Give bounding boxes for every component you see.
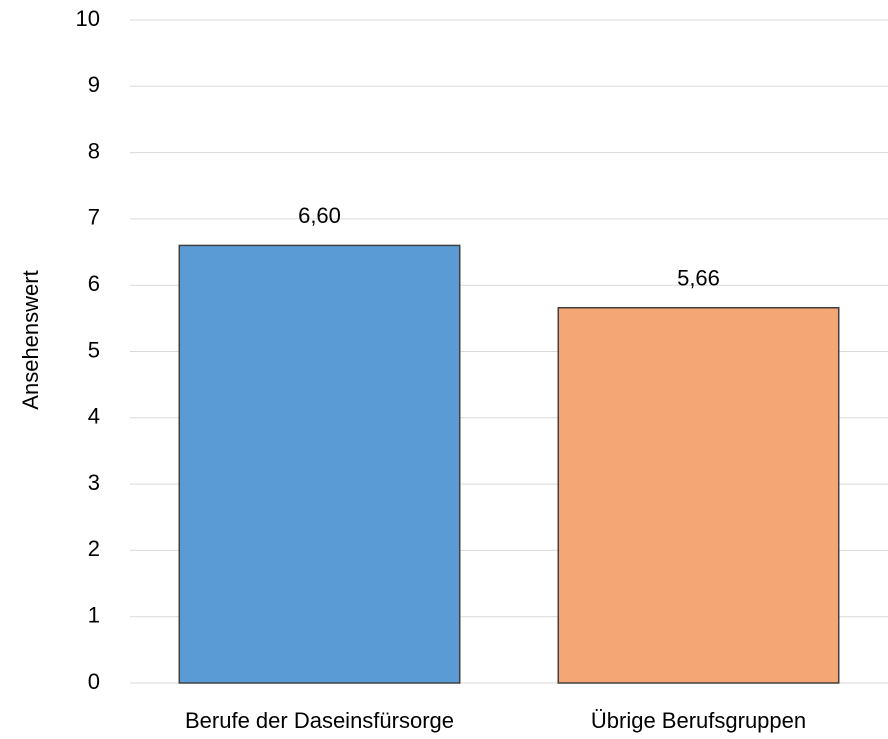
y-tick-label: 4 [88,404,100,429]
y-tick-label: 2 [88,536,100,561]
y-tick-label: 5 [88,337,100,362]
y-tick-label: 0 [88,669,100,694]
value-label: 5,66 [677,266,720,291]
y-tick-label: 3 [88,470,100,495]
y-tick-label: 9 [88,72,100,97]
y-axis-label: Ansehenswert [18,270,43,409]
y-tick-label: 10 [76,6,100,31]
y-tick-label: 7 [88,205,100,230]
y-tick-label: 1 [88,603,100,628]
x-tick-label: Berufe der Daseinsfürsorge [185,708,454,733]
y-tick-label: 6 [88,271,100,296]
x-tick-label: Übrige Berufsgruppen [591,708,806,733]
value-label: 6,60 [298,203,341,228]
bar [557,306,840,684]
bar [178,244,461,684]
y-tick-label: 8 [88,138,100,163]
